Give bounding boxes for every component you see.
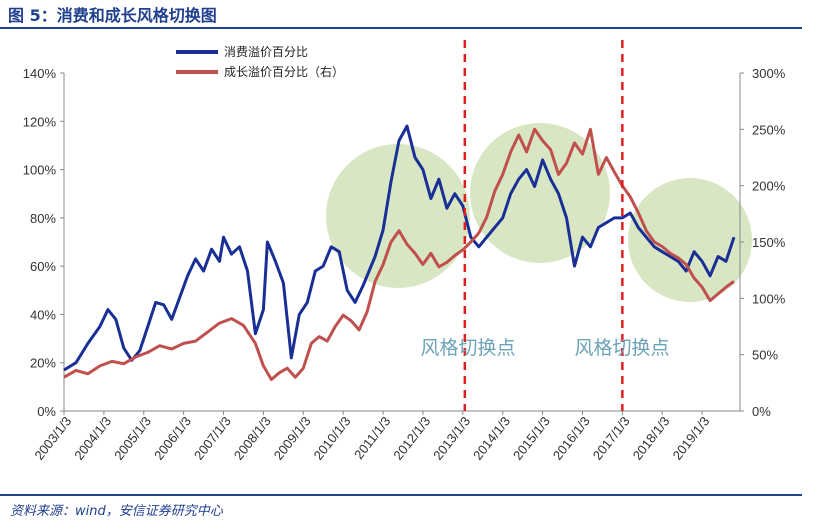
- legend-label-growth: 成长溢价百分比（右）: [224, 64, 344, 79]
- x-tick-label: 2018/1/3: [630, 414, 673, 463]
- left-tick-label: 20%: [30, 356, 56, 371]
- regime-circle-1: [326, 144, 470, 288]
- x-tick-label: 2017/1/3: [590, 414, 633, 463]
- source-note: 资料来源：wind，安信证券研究中心: [10, 504, 223, 519]
- regime-circle-2: [470, 123, 610, 263]
- right-tick-label: 100%: [752, 291, 786, 306]
- switch-point-label-2: 风格切换点: [574, 337, 669, 359]
- footer-rule: [0, 494, 802, 496]
- x-tick-label: 2013/1/3: [430, 414, 473, 463]
- annotations: 风格切换点 风格切换点: [420, 337, 669, 359]
- regime-circle-3: [628, 178, 752, 302]
- regime-circles: [326, 123, 752, 302]
- x-tick-label: 2007/1/3: [191, 414, 234, 463]
- legend-label-consumer: 消费溢价百分比: [224, 45, 308, 59]
- x-tick-label: 2012/1/3: [390, 414, 433, 463]
- x-tick-label: 2004/1/3: [71, 414, 114, 463]
- left-tick-label: 100%: [23, 163, 57, 178]
- switch-lines: [463, 40, 624, 411]
- series-line-consumer: [63, 124, 736, 372]
- left-tick-label: 40%: [30, 307, 56, 322]
- right-y-axis: 0% 50% 100% 150% 200% 250% 300%: [740, 66, 786, 419]
- header-rule: [0, 27, 802, 29]
- x-tick-label: 2006/1/3: [151, 414, 194, 463]
- left-tick-label: 140%: [23, 66, 57, 81]
- x-tick-label: 2003/1/3: [31, 414, 74, 463]
- x-tick-label: 2014/1/3: [470, 414, 513, 463]
- series-lines: [63, 124, 736, 381]
- right-tick-label: 250%: [752, 122, 786, 137]
- right-tick-label: 50%: [752, 348, 778, 363]
- left-tick-label: 120%: [23, 114, 57, 129]
- right-tick-label: 200%: [752, 179, 786, 194]
- x-tick-label: 2005/1/3: [111, 414, 154, 463]
- right-tick-label: 150%: [752, 235, 786, 250]
- left-tick-label: 80%: [30, 211, 56, 226]
- x-tick-label: 2011/1/3: [351, 414, 393, 462]
- x-tick-label: 2019/1/3: [669, 414, 712, 463]
- right-tick-label: 300%: [752, 66, 786, 81]
- series-line-growth: [63, 127, 735, 381]
- right-tick-label: 0%: [752, 404, 771, 419]
- x-tick-label: 2010/1/3: [311, 414, 354, 463]
- x-axis: 2003/1/32004/1/32005/1/32006/1/32007/1/3…: [31, 411, 712, 463]
- x-tick-label: 2008/1/3: [231, 414, 274, 463]
- x-tick-label: 2015/1/3: [510, 414, 553, 463]
- left-tick-label: 0%: [37, 404, 56, 419]
- figure-title: 图 5：消费和成长风格切换图: [8, 6, 217, 25]
- switch-point-label-1: 风格切换点: [420, 337, 515, 359]
- x-tick-label: 2016/1/3: [550, 414, 593, 463]
- x-tick-label: 2009/1/3: [271, 414, 314, 463]
- left-tick-label: 60%: [30, 259, 56, 274]
- left-y-axis: 0% 20% 40% 60% 80% 100% 120% 140%: [23, 66, 64, 419]
- legend: 消费溢价百分比 成长溢价百分比（右）: [176, 45, 344, 79]
